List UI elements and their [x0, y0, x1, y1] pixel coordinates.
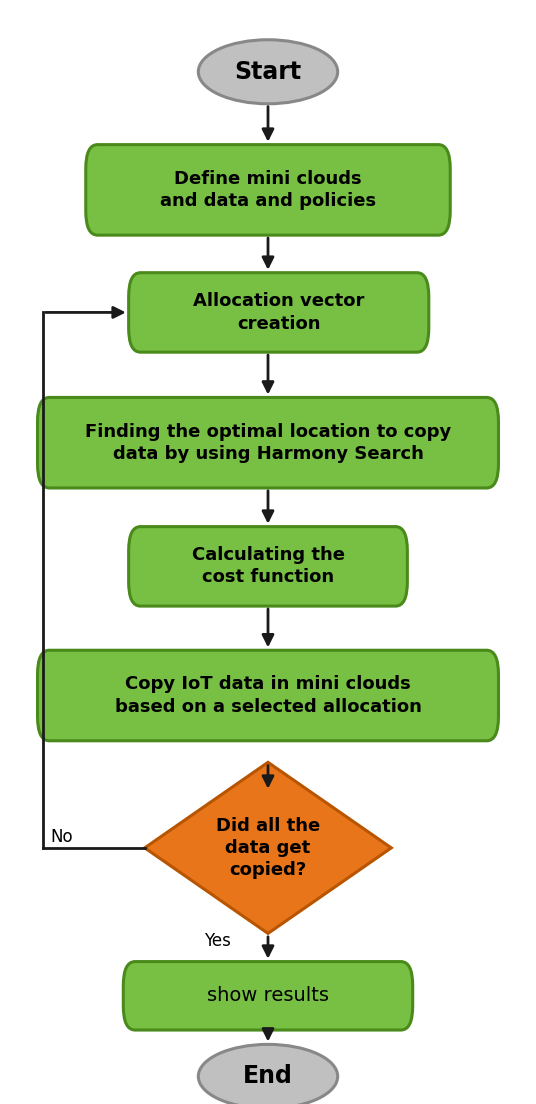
- FancyBboxPatch shape: [38, 650, 498, 741]
- Text: Calculating the
cost function: Calculating the cost function: [191, 546, 345, 586]
- Text: Allocation vector
creation: Allocation vector creation: [193, 293, 364, 332]
- Text: Define mini clouds
and data and policies: Define mini clouds and data and policies: [160, 170, 376, 210]
- Polygon shape: [145, 762, 391, 933]
- Text: No: No: [50, 828, 73, 846]
- Text: Copy IoT data in mini clouds
based on a selected allocation: Copy IoT data in mini clouds based on a …: [115, 676, 421, 715]
- Text: Yes: Yes: [204, 932, 230, 949]
- Text: show results: show results: [207, 986, 329, 1006]
- Text: End: End: [243, 1064, 293, 1089]
- FancyBboxPatch shape: [38, 397, 498, 488]
- Text: Finding the optimal location to copy
data by using Harmony Search: Finding the optimal location to copy dat…: [85, 423, 451, 463]
- Ellipse shape: [198, 40, 338, 104]
- Text: Did all the
data get
copied?: Did all the data get copied?: [216, 817, 320, 879]
- FancyBboxPatch shape: [129, 273, 429, 352]
- FancyBboxPatch shape: [129, 527, 407, 606]
- FancyBboxPatch shape: [123, 962, 413, 1030]
- FancyBboxPatch shape: [86, 145, 450, 235]
- Ellipse shape: [198, 1044, 338, 1104]
- Text: Start: Start: [234, 60, 302, 84]
